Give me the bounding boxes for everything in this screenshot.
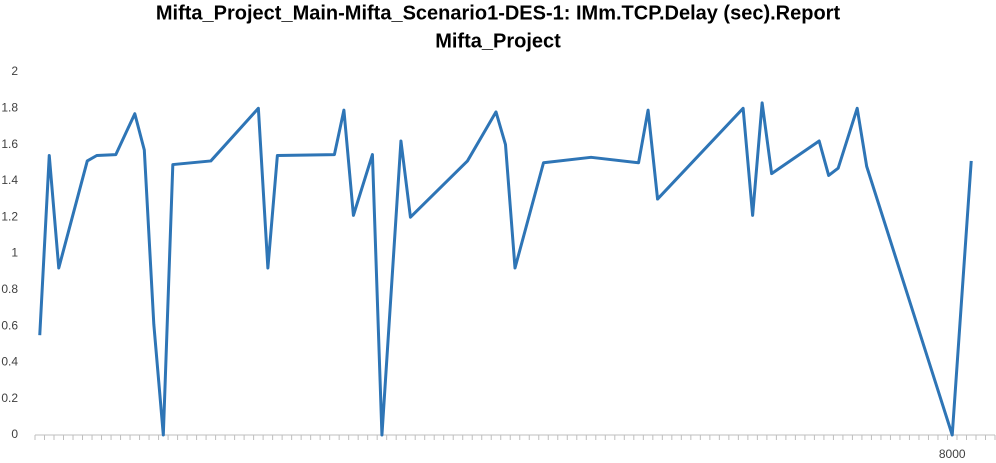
y-tick-label: 1.8 bbox=[1, 100, 18, 114]
chart-title: Mifta_Project_Main-Mifta_Scenario1-DES-1… bbox=[156, 2, 841, 24]
x-tick-label: 8000 bbox=[939, 447, 966, 461]
y-tick-label: 0.2 bbox=[1, 391, 18, 405]
y-tick-label: 2 bbox=[11, 64, 18, 78]
line bbox=[38, 101, 973, 437]
y-tick-label: 1.4 bbox=[1, 173, 18, 187]
y-tick-label: 0.8 bbox=[1, 282, 18, 296]
y-tick-label: 1 bbox=[11, 246, 18, 260]
y-tick-label: 0.6 bbox=[1, 318, 18, 332]
chart-subtitle: Mifta_Project bbox=[435, 30, 561, 52]
y-tick-label: 1.6 bbox=[1, 137, 18, 151]
y-tick-label: 1.2 bbox=[1, 209, 18, 223]
y-tick-label: 0 bbox=[11, 427, 18, 441]
y-tick-label: 0.4 bbox=[1, 355, 18, 369]
